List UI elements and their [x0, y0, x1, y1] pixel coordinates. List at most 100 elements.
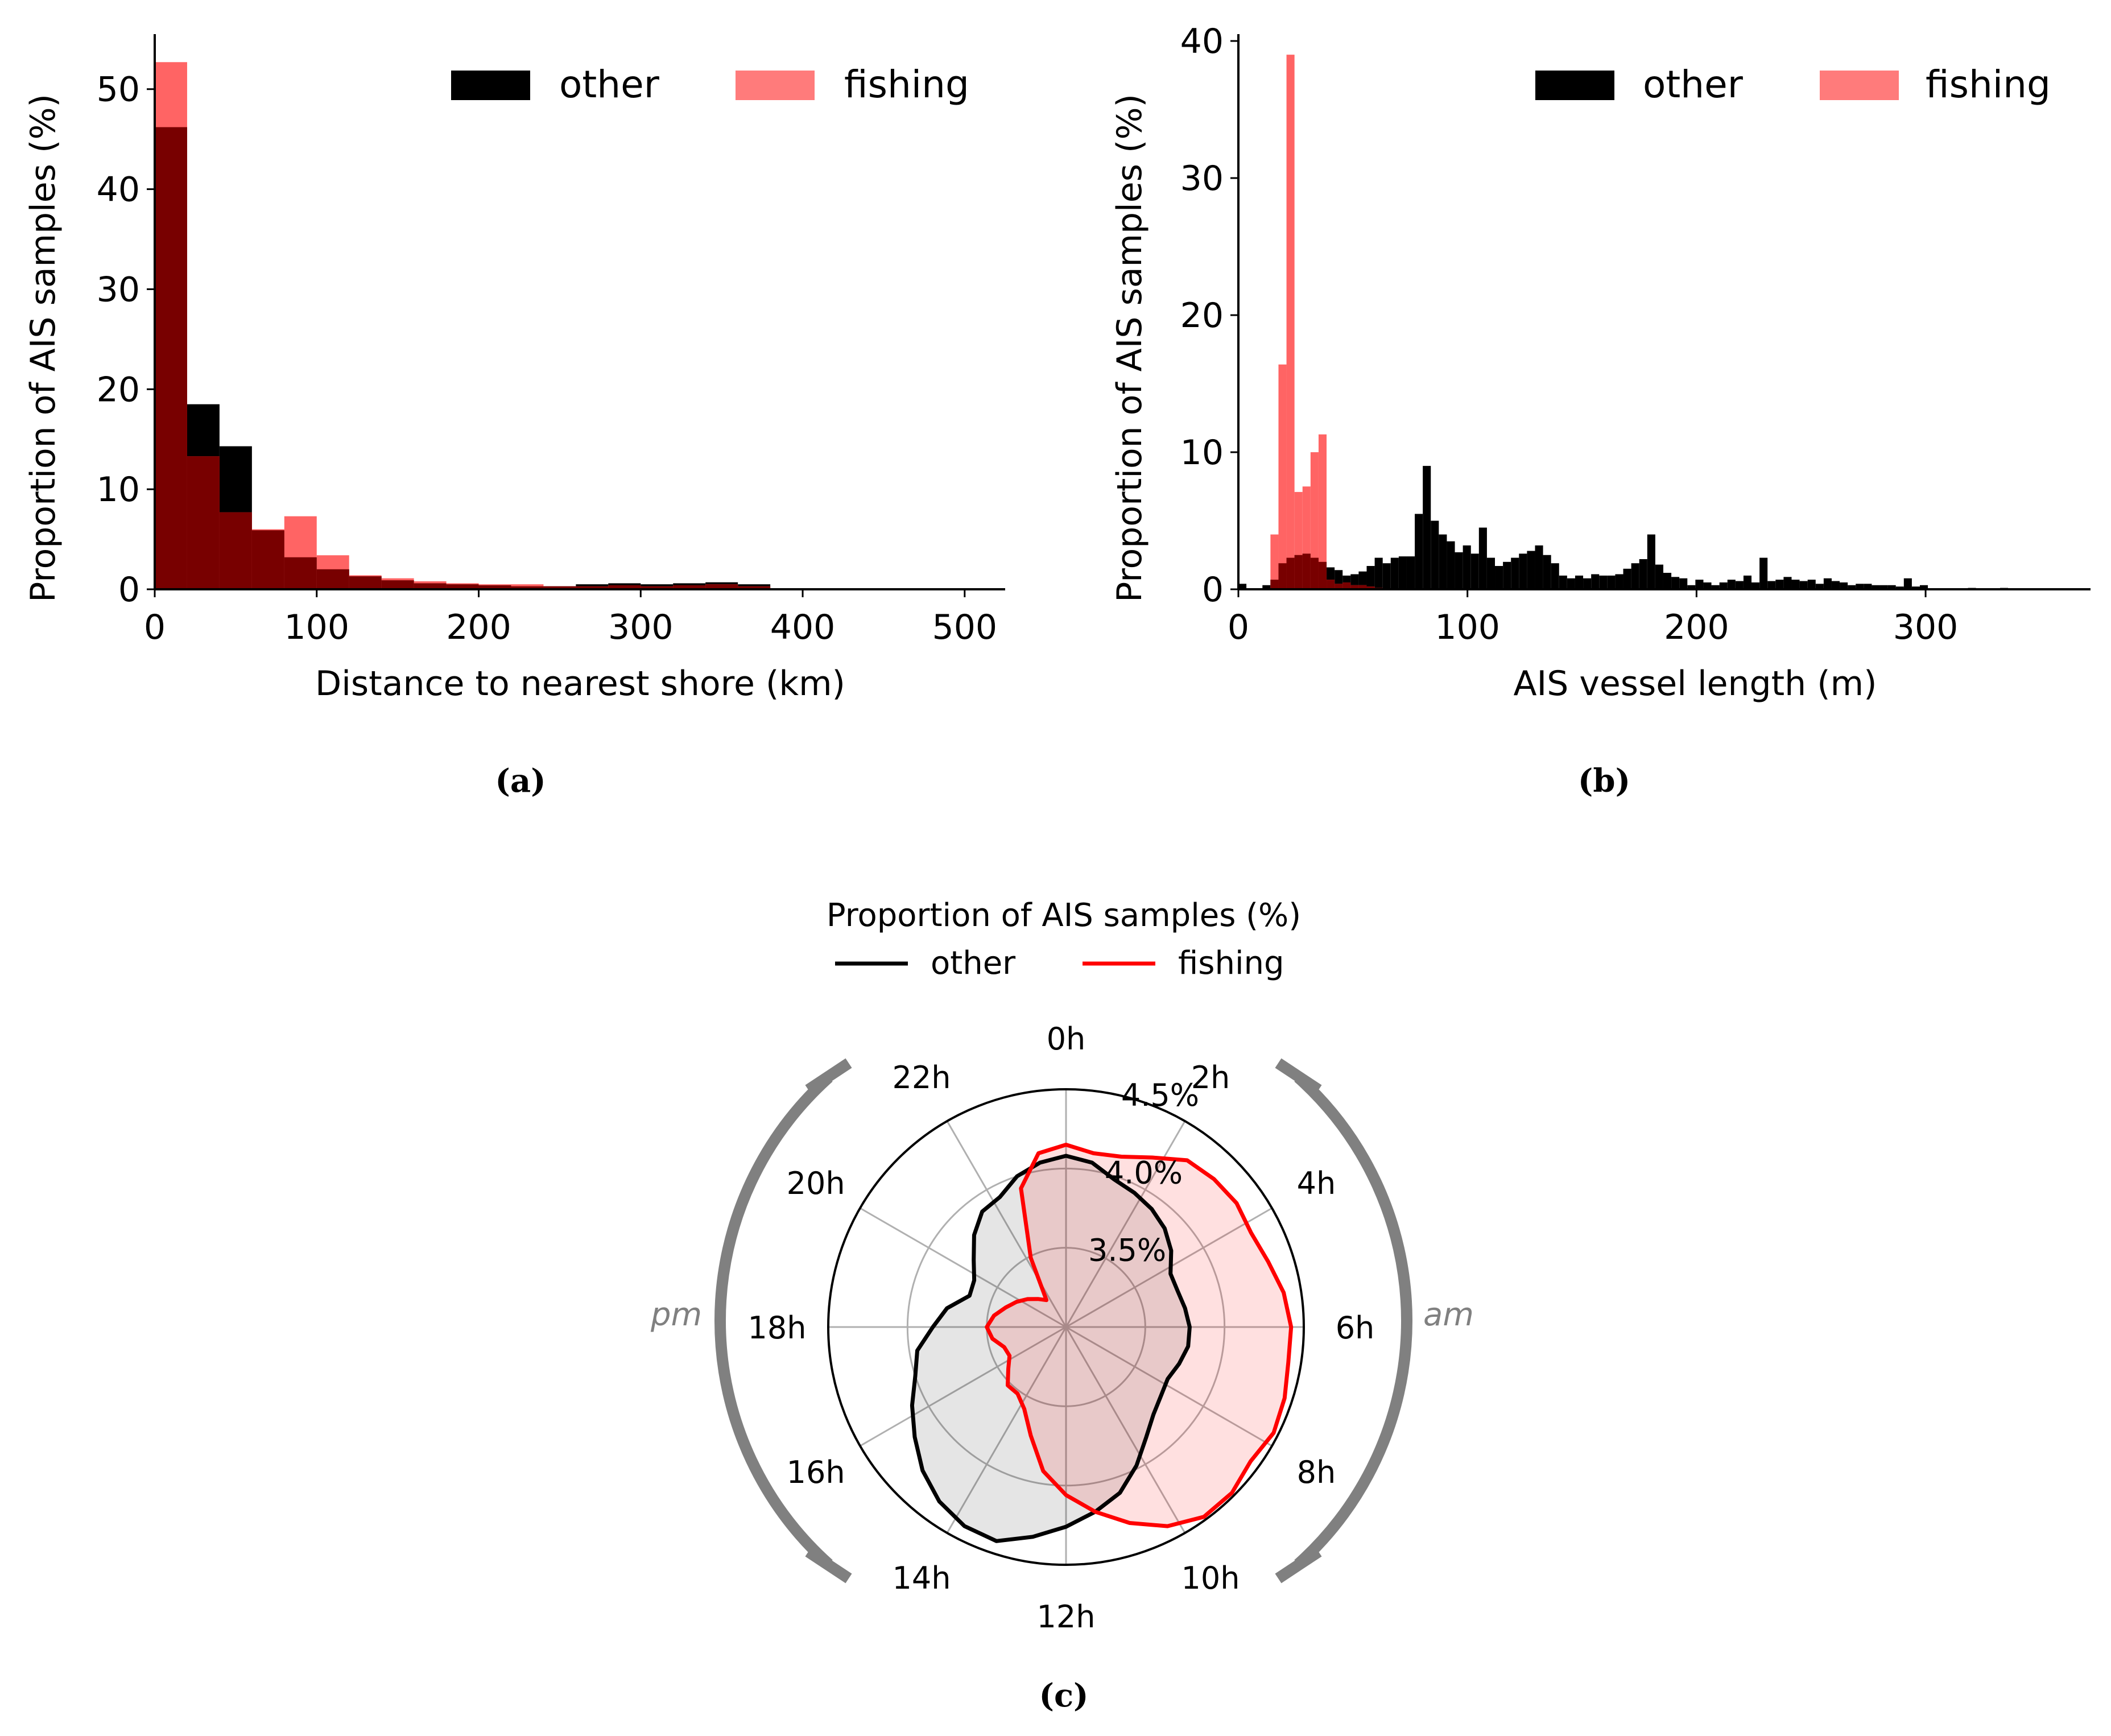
- bar-other: [1735, 581, 1744, 589]
- legend-label-other: other: [559, 63, 660, 106]
- bar-overlap: [1310, 557, 1319, 589]
- pm-bracket-top-cap: [805, 1058, 852, 1095]
- hour-label: 18h: [748, 1310, 807, 1346]
- y-tick-label: 20: [97, 370, 140, 410]
- legend-label-fishing: fishing: [1178, 945, 1284, 982]
- axes: [1230, 34, 2091, 597]
- y-tick-label: 20: [1180, 296, 1224, 336]
- histogram-distance-to-shore: 0 100 200 300 400 500 0 10 20 30 40 50 Distance to …: [23, 34, 1005, 800]
- legend-swatch-other: [1535, 71, 1614, 100]
- bar-other: [1519, 553, 1527, 589]
- histogram-vessel-length: 0 100 200 300 0 10 20 30 40 AIS vessel length (m…: [1110, 22, 2091, 800]
- bar-overlap: [673, 585, 706, 589]
- bar-fishing: [1278, 364, 1287, 589]
- bar-other: [1647, 534, 1655, 589]
- bar-overlap: [705, 584, 738, 589]
- x-axis-label: Distance to nearest shore (km): [315, 664, 845, 704]
- other-line: [910, 1154, 1192, 1543]
- bar-overlap: [543, 586, 576, 589]
- y-tick-label: 0: [1202, 570, 1224, 610]
- hour-label: 4h: [1297, 1165, 1336, 1201]
- am-bracket: am: [1275, 1058, 1474, 1584]
- bar-other: [1559, 575, 1567, 589]
- bar-overlap: [1286, 557, 1295, 589]
- bar-other: [1751, 582, 1760, 589]
- bar-overlap: [1358, 585, 1367, 589]
- bar-other: [1879, 585, 1888, 589]
- other-area: [912, 1156, 1190, 1541]
- bar-overlap: [316, 569, 349, 589]
- am-label: am: [1423, 1296, 1474, 1333]
- bar-overlap: [1270, 580, 1279, 589]
- x-tick-label: 500: [932, 607, 998, 647]
- polar-time-of-day: Proportion of AIS samples (%) other fish…: [650, 897, 1474, 1714]
- angular-grid-line: [1065, 1326, 1186, 1534]
- bar-overlap: [251, 530, 284, 589]
- angular-grid-line: [946, 1121, 1067, 1328]
- bar-other: [1887, 585, 1896, 589]
- bar-other: [1703, 582, 1712, 589]
- bar-other: [1447, 541, 1455, 589]
- bar-other: [1799, 581, 1808, 589]
- bar-overlap: [478, 585, 511, 589]
- bar-other: [1743, 575, 1752, 589]
- bar-overlap: [155, 127, 187, 589]
- am-bracket-top-cap: [1275, 1058, 1322, 1095]
- bar-other: [1911, 586, 1920, 589]
- bar-other: [1631, 563, 1639, 589]
- bar-overlap: [1327, 580, 1335, 589]
- bar-fishing: [1310, 452, 1319, 589]
- legend-label-other: other: [1643, 63, 1744, 106]
- fishing-area: [986, 1144, 1291, 1527]
- bar-other: [1864, 584, 1872, 589]
- bar-other: [1759, 557, 1768, 589]
- bar-overlap: [1366, 586, 1375, 589]
- pm-bracket: pm: [650, 1058, 852, 1584]
- legend-swatch-other: [451, 71, 530, 100]
- legend-label-other: other: [931, 945, 1016, 982]
- radial-label: 4.0%: [1105, 1155, 1183, 1191]
- bar-other: [1591, 574, 1600, 589]
- hour-label: 10h: [1182, 1560, 1240, 1596]
- legend-label-fishing: fishing: [1926, 63, 2051, 106]
- bar-other: [1815, 584, 1824, 589]
- angular-grid-line: [946, 1326, 1067, 1534]
- bar-other: [1527, 551, 1535, 589]
- overlap-bars: [155, 127, 771, 589]
- y-tick-label: 10: [1180, 433, 1224, 473]
- angular-grid-line: [1065, 1326, 1273, 1447]
- bar-overlap: [446, 584, 479, 589]
- bar-other: [1831, 581, 1840, 589]
- radial-label: 4.5%: [1121, 1077, 1199, 1113]
- bar-overlap: [349, 576, 382, 589]
- hour-label: 2h: [1191, 1060, 1230, 1096]
- bar-other: [1551, 563, 1559, 589]
- y-tick-label: 30: [97, 270, 140, 309]
- bar-other: [1655, 564, 1663, 589]
- radial-labels: 3.5% 4.0% 4.5%: [1088, 1077, 1199, 1268]
- bar-overlap: [414, 583, 447, 589]
- bar-other: [1775, 580, 1784, 589]
- bar-other: [1470, 553, 1479, 589]
- bar-other: [1615, 574, 1623, 589]
- bar-overlap: [1302, 553, 1311, 589]
- bar-other: [1390, 557, 1399, 589]
- hour-label: 12h: [1037, 1599, 1096, 1635]
- bar-other: [1463, 545, 1471, 589]
- bar-other: [1503, 561, 1511, 589]
- bar-fishing: [1318, 434, 1327, 589]
- bar-other: [1358, 571, 1367, 589]
- pm-bracket-arc: [714, 1073, 833, 1569]
- y-tick-label: 30: [1180, 159, 1224, 199]
- x-tick-label: 0: [1228, 607, 1249, 647]
- panel-label-c: (c): [1039, 1677, 1088, 1714]
- bar-other: [1623, 568, 1631, 589]
- angular-grid-line: [860, 1207, 1067, 1328]
- bar-other: [1455, 552, 1463, 589]
- y-tick-label: 40: [97, 170, 140, 210]
- x-tick-label: 100: [284, 607, 349, 647]
- x-tick-label: 300: [608, 607, 674, 647]
- legend: other fishing: [451, 63, 969, 106]
- bar-other: [1671, 577, 1680, 589]
